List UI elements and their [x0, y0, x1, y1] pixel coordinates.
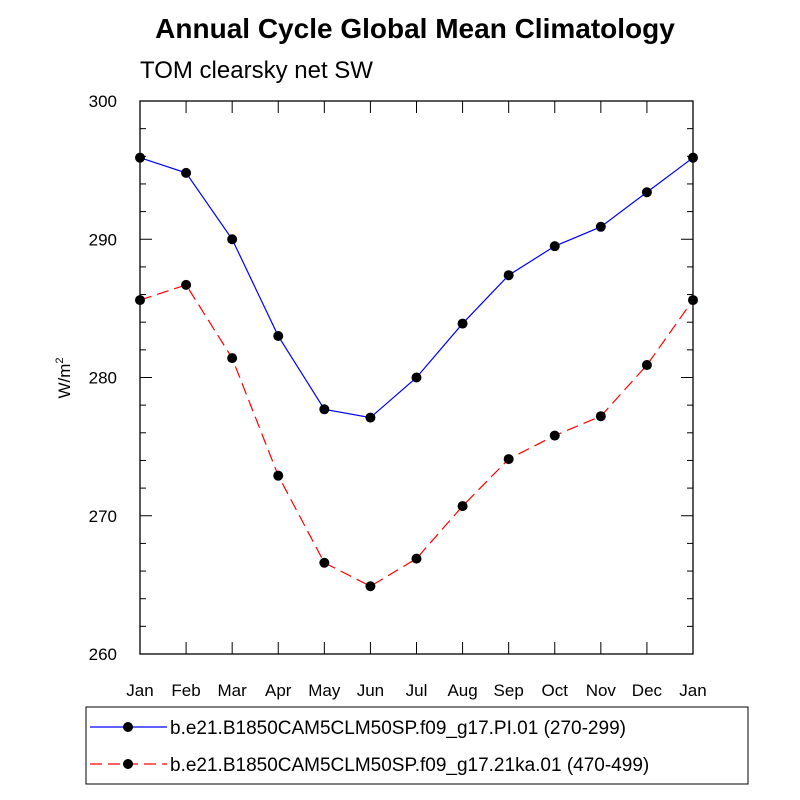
- plot-area: Jan Feb Mar Apr May Jun Jul Aug Sep Oct Nov Dec Jan 2…: [89, 92, 707, 700]
- y-tick-label: 290: [89, 230, 117, 249]
- series-2-point: [411, 553, 422, 564]
- y-tick-label: 270: [89, 507, 117, 526]
- series-1-point: [503, 270, 514, 281]
- y-axis-label: W/m2: [54, 357, 74, 398]
- series-2-point: [641, 360, 652, 371]
- series-1-point: [273, 331, 284, 342]
- series-2-point: [181, 279, 192, 290]
- chart-subtitle: TOM clearsky net SW: [140, 57, 373, 84]
- x-tick-label: Jan: [126, 681, 153, 700]
- series-1-point: [411, 372, 422, 383]
- x-tick-label: Jun: [357, 681, 384, 700]
- series-2-point: [688, 295, 698, 306]
- x-tick-label: Dec: [632, 681, 663, 700]
- x-tick-label: Sep: [494, 681, 524, 700]
- series-2-point: [549, 430, 560, 441]
- legend-marker-2: [123, 759, 133, 769]
- x-tick-label: Mar: [218, 681, 248, 700]
- series-2-point: [319, 557, 330, 568]
- series-1-point: [595, 221, 606, 232]
- x-tick-label: Apr: [265, 681, 292, 700]
- series-1-point: [549, 241, 560, 252]
- series-2-point: [503, 454, 514, 465]
- series-1-point: [641, 187, 652, 198]
- series-1-point: [181, 167, 192, 178]
- series-2-point: [365, 581, 376, 592]
- series-1-point: [457, 318, 468, 329]
- series-1-point: [227, 234, 238, 245]
- series-2-point: [457, 501, 468, 512]
- y-tick-label: 300: [89, 92, 117, 111]
- y-axis-label-text: W/m: [55, 364, 74, 399]
- legend: b.e21.B1850CAM5CLM50SP.f09_g17.PI.01 (27…: [85, 706, 749, 785]
- legend-box: [85, 706, 749, 785]
- x-tick-label: Feb: [171, 681, 200, 700]
- y-tick-label: 260: [89, 645, 117, 664]
- x-tick-label: Oct: [542, 681, 569, 700]
- x-tick-label: Nov: [586, 681, 617, 700]
- series-2-point: [595, 411, 606, 422]
- series-2-point: [273, 470, 284, 481]
- series-1-point: [319, 404, 330, 415]
- x-tick-label: Aug: [447, 681, 477, 700]
- series-1-point: [135, 152, 145, 163]
- x-tick-label: Jul: [406, 681, 428, 700]
- y-axis-label-superscript: 2: [54, 357, 66, 363]
- x-tick-label: Jan: [679, 681, 706, 700]
- chart-title: Annual Cycle Global Mean Climatology: [155, 13, 675, 44]
- series-1-point: [365, 412, 376, 423]
- legend-label-1: b.e21.B1850CAM5CLM50SP.f09_g17.PI.01 (27…: [170, 718, 626, 739]
- series-1-point: [688, 152, 698, 163]
- x-tick-label: May: [308, 681, 341, 700]
- y-tick-label: 280: [89, 369, 117, 388]
- series-2-point: [135, 295, 145, 306]
- legend-label-2: b.e21.B1850CAM5CLM50SP.f09_g17.21ka.01 (…: [170, 755, 649, 776]
- legend-marker-1: [123, 722, 133, 732]
- series-2-point: [227, 353, 238, 364]
- series-line-2: [139, 284, 694, 587]
